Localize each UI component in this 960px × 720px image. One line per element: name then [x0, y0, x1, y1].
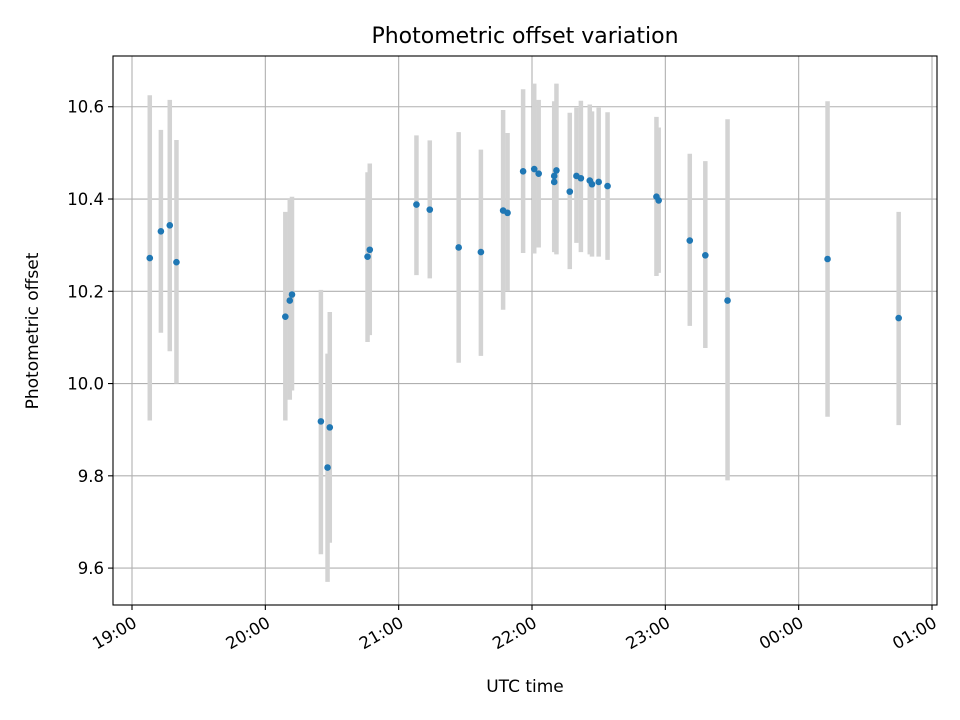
data-point	[550, 172, 558, 180]
data-points	[146, 165, 902, 471]
data-point	[550, 178, 558, 186]
y-tick-label: 10.4	[67, 190, 104, 209]
data-point	[553, 167, 560, 174]
data-point	[366, 246, 374, 254]
data-point	[686, 237, 694, 244]
x-axis-label: UTC time	[486, 677, 564, 697]
y-tick-label: 10.0	[67, 375, 104, 394]
y-tick-label: 10.2	[67, 282, 104, 301]
data-point	[364, 253, 371, 260]
chart-title: Photometric offset variation	[371, 24, 678, 49]
plot-frame	[112, 55, 938, 606]
data-point	[535, 170, 542, 177]
data-point	[282, 313, 289, 320]
data-point	[895, 314, 902, 322]
data-point	[588, 180, 596, 188]
data-point	[577, 174, 585, 182]
data-point	[157, 228, 165, 235]
data-point	[173, 258, 180, 266]
data-point	[326, 424, 334, 431]
data-point	[324, 464, 331, 471]
data-point	[477, 248, 485, 256]
data-point	[166, 222, 174, 229]
data-point	[566, 188, 574, 195]
data-point	[702, 252, 709, 259]
data-point	[288, 291, 296, 298]
data-point	[824, 255, 831, 263]
y-tick-label: 10.6	[67, 98, 104, 117]
data-point	[286, 297, 294, 304]
data-point	[317, 418, 325, 425]
data-point	[724, 297, 731, 304]
data-point	[504, 209, 511, 217]
data-point	[655, 197, 662, 204]
data-point	[530, 165, 538, 173]
data-point	[455, 244, 462, 251]
data-point	[146, 254, 154, 262]
data-point	[595, 178, 602, 186]
y-axis-label: Photometric offset	[23, 252, 43, 409]
data-point	[519, 168, 527, 175]
y-tick-label: 9.8	[78, 467, 104, 486]
data-point	[426, 206, 434, 213]
data-point	[413, 201, 420, 208]
data-point	[604, 182, 611, 190]
y-tick-label: 9.6	[78, 559, 104, 578]
